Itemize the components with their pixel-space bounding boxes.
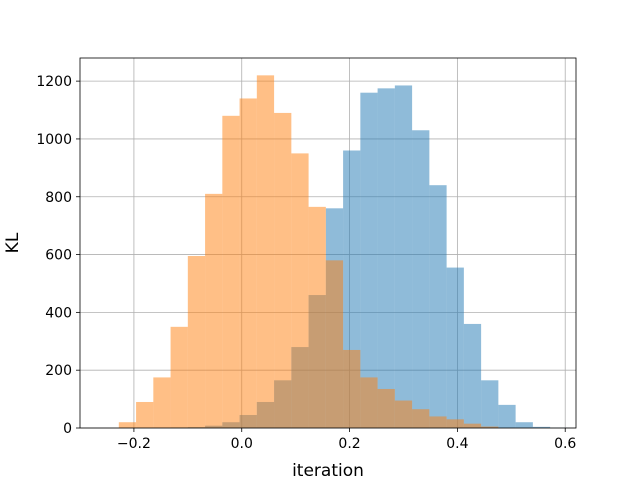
histogram-bar bbox=[429, 185, 447, 428]
y-tick-label: 600 bbox=[45, 248, 72, 264]
histogram-bar bbox=[481, 380, 499, 428]
x-tick-label: 0.0 bbox=[231, 436, 253, 452]
histogram-bar bbox=[325, 260, 344, 428]
histogram-bar bbox=[515, 422, 533, 428]
histogram-bar bbox=[394, 85, 413, 428]
histogram-bar bbox=[360, 377, 378, 428]
x-tick-label: 0.2 bbox=[338, 436, 360, 452]
bars-layer bbox=[118, 75, 568, 428]
histogram-bar bbox=[291, 153, 309, 428]
histogram-bar bbox=[412, 409, 430, 428]
histogram-bar bbox=[377, 388, 395, 428]
x-axis-label: iteration bbox=[292, 461, 364, 480]
y-tick-label: 1000 bbox=[36, 132, 72, 148]
y-axis-label: KL bbox=[3, 232, 23, 253]
histogram-bar bbox=[222, 115, 240, 428]
histogram-bar bbox=[481, 426, 499, 428]
histogram-bar bbox=[446, 267, 464, 428]
histogram-bar bbox=[308, 206, 326, 428]
histogram-bar bbox=[532, 426, 551, 428]
y-tick-label: 1200 bbox=[36, 74, 72, 90]
histogram-bar bbox=[343, 349, 361, 428]
histogram-bar bbox=[498, 404, 516, 428]
y-tick-label: 400 bbox=[45, 305, 72, 321]
histogram-bar bbox=[463, 423, 482, 428]
histogram-bar bbox=[256, 75, 275, 428]
histogram-bar bbox=[170, 326, 188, 428]
histogram-bar bbox=[187, 256, 206, 428]
histogram-bar bbox=[153, 377, 171, 428]
x-tick-label: 0.6 bbox=[554, 436, 576, 452]
histogram-bar bbox=[377, 88, 395, 428]
histogram-bar bbox=[274, 112, 292, 428]
histogram-bar bbox=[463, 323, 482, 428]
histogram-bar bbox=[118, 422, 137, 428]
x-tick-label: −0.2 bbox=[117, 436, 151, 452]
y-tick-label: 200 bbox=[45, 363, 72, 379]
histogram-bar bbox=[205, 193, 223, 428]
histogram-bar bbox=[429, 416, 447, 428]
x-tick-label: 0.4 bbox=[446, 436, 468, 452]
ticks-layer: −0.2 0.0 0.2 0.4 0.6 0 200 400 600 800 1000 1200 bbox=[36, 74, 576, 452]
histogram-bar bbox=[136, 401, 154, 428]
histogram-bar bbox=[394, 400, 413, 428]
histogram-bar bbox=[412, 130, 430, 428]
histogram-bar bbox=[239, 98, 257, 428]
histogram-bar bbox=[360, 92, 378, 428]
histogram-bar bbox=[446, 419, 464, 428]
y-tick-label: 0 bbox=[63, 421, 72, 437]
y-tick-label: 800 bbox=[45, 190, 72, 206]
plot-frame bbox=[79, 57, 577, 429]
